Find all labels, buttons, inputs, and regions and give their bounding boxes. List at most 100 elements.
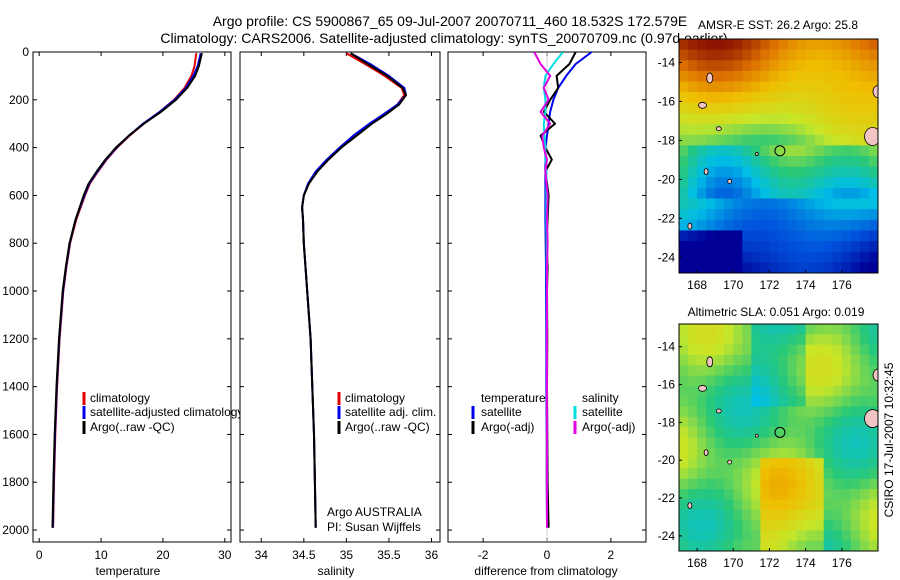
map-cell — [778, 365, 789, 377]
map-cell — [688, 365, 698, 377]
map-cell — [850, 396, 861, 408]
map-cell — [715, 509, 725, 521]
map-cell — [688, 499, 698, 511]
map-cell — [733, 520, 743, 531]
map-cell — [832, 187, 843, 200]
map-cell — [823, 478, 834, 490]
map-cell — [733, 489, 743, 501]
map-cell — [859, 187, 870, 200]
map-cell — [814, 134, 825, 146]
map-cell — [688, 416, 698, 428]
map-cell — [724, 540, 734, 551]
map-cell — [751, 198, 762, 210]
map-cell — [787, 385, 798, 397]
map-cell — [796, 102, 807, 115]
map-cell — [796, 468, 807, 480]
map-cell — [832, 145, 843, 157]
map-cell — [697, 113, 707, 125]
map-cell — [724, 219, 734, 232]
x-tick-label: 36 — [425, 548, 439, 562]
map-cell — [715, 324, 725, 335]
map-cell — [859, 324, 870, 335]
map-cell — [805, 187, 816, 200]
map-cell — [814, 241, 825, 253]
map-cell — [724, 499, 734, 511]
map-cell — [724, 198, 734, 210]
map-cell — [841, 187, 852, 200]
map-cell — [796, 187, 807, 200]
map-cell — [769, 156, 780, 168]
sla-map-title: Altimetric SLA: 0.051 Argo: 0.019 — [688, 305, 865, 319]
map-cell — [796, 509, 807, 521]
map-cell — [760, 60, 771, 72]
island-outline — [687, 502, 693, 510]
map-cell — [868, 251, 878, 263]
map-cell — [679, 145, 689, 157]
map-cell — [751, 334, 762, 346]
map-cell — [733, 209, 743, 221]
map-cell — [751, 468, 762, 480]
map-cell — [679, 437, 689, 449]
map-cell — [733, 437, 743, 449]
map-cell — [832, 354, 843, 366]
map-cell — [859, 134, 870, 146]
map-cell — [805, 530, 816, 542]
map-cell — [697, 509, 707, 521]
map-cell — [733, 509, 743, 521]
map-cell — [688, 81, 698, 93]
map-cell — [760, 241, 771, 253]
map-cell — [760, 262, 771, 273]
map-cell — [814, 102, 825, 115]
map-cell — [841, 262, 852, 273]
map-cell — [850, 520, 861, 531]
map-cell — [697, 396, 707, 408]
map-cell — [742, 230, 752, 242]
map-cell — [868, 334, 878, 346]
map-cell — [697, 187, 707, 200]
map-cell — [796, 416, 807, 428]
island-outline — [727, 178, 733, 184]
map-cell — [697, 334, 707, 346]
map-cell — [724, 324, 734, 335]
map-cell — [832, 102, 843, 115]
map-y-tick-label: -14 — [658, 55, 676, 69]
map-y-tick-label: -16 — [658, 378, 676, 392]
map-cell — [859, 102, 870, 115]
map-cell — [841, 166, 852, 178]
map-cell — [679, 385, 689, 397]
map-cell — [715, 530, 725, 542]
map-cell — [760, 478, 771, 490]
map-cell — [706, 520, 716, 531]
map-cell — [733, 134, 743, 146]
float-pi-label: PI: Susan Wijffels — [327, 520, 421, 534]
map-cell — [778, 540, 789, 551]
map-cell — [697, 478, 707, 490]
map-cell — [679, 447, 689, 459]
map-cell — [832, 458, 843, 470]
map-cell — [859, 427, 870, 439]
map-cell — [769, 113, 780, 125]
x-tick-label: 20 — [156, 548, 170, 562]
map-cell — [868, 489, 878, 501]
map-cell — [841, 375, 852, 387]
map-cell — [841, 478, 852, 490]
map-cell — [679, 230, 689, 242]
x-tick-label: -2 — [478, 548, 489, 562]
map-cell — [778, 230, 789, 242]
map-cell — [760, 520, 771, 531]
map-cell — [778, 354, 789, 366]
map-cell — [679, 499, 689, 511]
map-cell — [850, 354, 861, 366]
map-cell — [868, 113, 878, 125]
map-cell — [787, 509, 798, 521]
map-cell — [778, 375, 789, 387]
map-cell — [715, 60, 725, 72]
map-cell — [769, 385, 780, 397]
map-cell — [814, 187, 825, 200]
map-cell — [859, 437, 870, 449]
map-cell — [796, 92, 807, 104]
map-cell — [796, 60, 807, 72]
map-cell — [841, 177, 852, 189]
x-tick-label: 0 — [36, 548, 43, 562]
y-tick-label: 1400 — [2, 380, 29, 394]
